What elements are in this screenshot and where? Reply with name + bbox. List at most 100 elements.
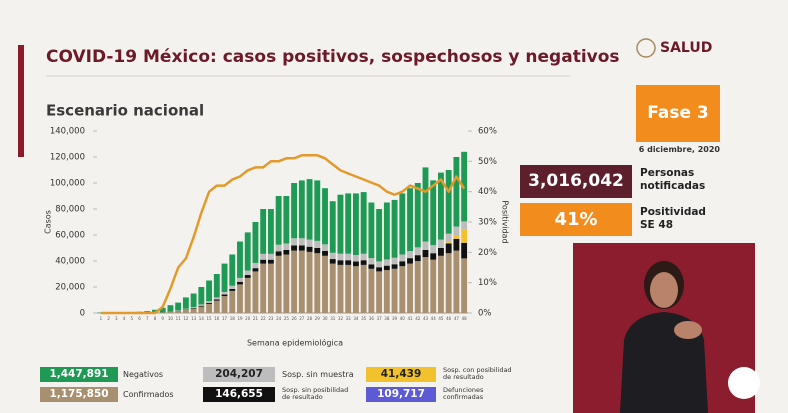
bar-segment	[229, 285, 236, 289]
bar-segment	[438, 255, 444, 313]
x-tick-label: 36	[369, 316, 375, 321]
phase-box: Fase 3	[636, 85, 720, 142]
bar-segment	[383, 259, 390, 266]
bar-segment	[314, 180, 321, 241]
bar-segment	[329, 259, 336, 264]
notified-text: Personas notificadas	[640, 167, 706, 192]
bar-segment	[267, 263, 274, 313]
bar-segment	[368, 268, 375, 313]
bar-segment	[329, 263, 336, 313]
bar-segment	[430, 259, 437, 313]
x-tick-label: 1	[100, 316, 103, 321]
bar-segment	[360, 260, 367, 265]
bar-segment	[360, 264, 367, 313]
bar-segment	[182, 297, 189, 309]
bar-segment	[198, 306, 205, 313]
y-axis-title: Casos	[44, 210, 53, 234]
x-tick-label: 5	[131, 316, 134, 321]
legend-label: Negativos	[123, 370, 164, 379]
bar-segment	[221, 294, 228, 297]
bar-segment	[445, 243, 452, 254]
y-tick-label: 120,000	[50, 153, 85, 163]
bar-segment	[159, 307, 166, 313]
bar-segment	[182, 309, 189, 313]
bar-segment	[383, 202, 390, 260]
x-tick-label: 47	[454, 316, 460, 321]
bar-segment	[229, 288, 236, 291]
bar-segment	[376, 271, 383, 313]
bar-segment	[159, 312, 166, 313]
x-tick-label: 19	[237, 316, 243, 321]
bar-segment	[422, 257, 429, 313]
bar-segment	[407, 258, 413, 264]
legend-label: Confirmados	[123, 390, 174, 399]
interpreter-face	[650, 272, 678, 308]
bar-segment	[352, 255, 359, 262]
y-tick-label: 80,000	[55, 205, 85, 215]
legend-total: 41,439	[366, 367, 436, 382]
x-tick-label: 7	[146, 316, 149, 321]
x-tick-label: 10	[168, 316, 174, 321]
bar-segment	[260, 209, 267, 254]
bar-segment	[260, 263, 267, 313]
bar-segment	[291, 245, 298, 251]
x-tick-label: 9	[161, 316, 164, 321]
x-tick-label: 17	[222, 316, 228, 321]
bar-segment	[175, 302, 182, 311]
bar-segment	[167, 305, 174, 312]
x-tick-label: 14	[199, 316, 205, 321]
bar-segment	[252, 262, 259, 269]
bar-segment	[445, 242, 452, 244]
bar-segment	[244, 275, 251, 278]
y2-axis-title: Positividad	[501, 200, 510, 243]
logo-text: SALUD	[660, 40, 712, 56]
bar-segment	[206, 303, 213, 313]
legend-total: 146,655	[203, 387, 275, 402]
x-tick-label: 27	[299, 316, 305, 321]
bar-segment	[237, 277, 243, 282]
bar-segment	[422, 249, 429, 258]
bar-segment	[383, 265, 390, 271]
bar-segment	[445, 233, 452, 243]
inset-logo	[728, 367, 760, 399]
bar-segment	[314, 240, 321, 248]
bar-segment	[152, 309, 158, 313]
bar-segment	[438, 239, 444, 248]
legend-label: Sosp. con posibilidad de resultado	[443, 366, 512, 381]
bar-segment	[306, 179, 313, 240]
bar-segment	[391, 199, 398, 258]
bar-segment	[306, 251, 313, 313]
bar-segment	[399, 261, 406, 267]
bar-segment	[213, 274, 220, 298]
bar-segment	[453, 235, 460, 239]
legend-total: 1,447,891	[40, 367, 118, 382]
bar-segment	[422, 241, 429, 250]
bar-segment	[298, 250, 305, 313]
bar-segment	[275, 244, 282, 252]
bar-segment	[167, 311, 174, 313]
bar-segment	[298, 245, 305, 251]
legend-total: 1,175,850	[40, 387, 118, 402]
x-tick-label: 41	[407, 316, 413, 321]
bar-segment	[360, 253, 367, 261]
x-axis-title: Semana epidemiológica	[247, 338, 343, 348]
x-tick-label: 24	[276, 316, 282, 321]
logo-emblem	[636, 38, 656, 58]
bar-segment	[414, 261, 421, 313]
x-tick-label: 44	[431, 316, 437, 321]
bar-segment	[430, 245, 437, 254]
notified-box: 3,016,042	[520, 165, 632, 198]
bar-segment	[275, 196, 282, 245]
x-tick-label: 4	[123, 316, 126, 321]
accent-bar	[18, 45, 24, 157]
bar-segment	[190, 307, 197, 308]
bar-segment	[414, 255, 421, 261]
bar-segment	[221, 291, 228, 295]
bar-segment	[453, 157, 460, 227]
bar-segment	[244, 270, 251, 276]
bar-segment	[345, 253, 352, 261]
bar-segment	[182, 308, 189, 310]
bar-segment	[213, 297, 220, 300]
positivity-line	[100, 154, 466, 315]
